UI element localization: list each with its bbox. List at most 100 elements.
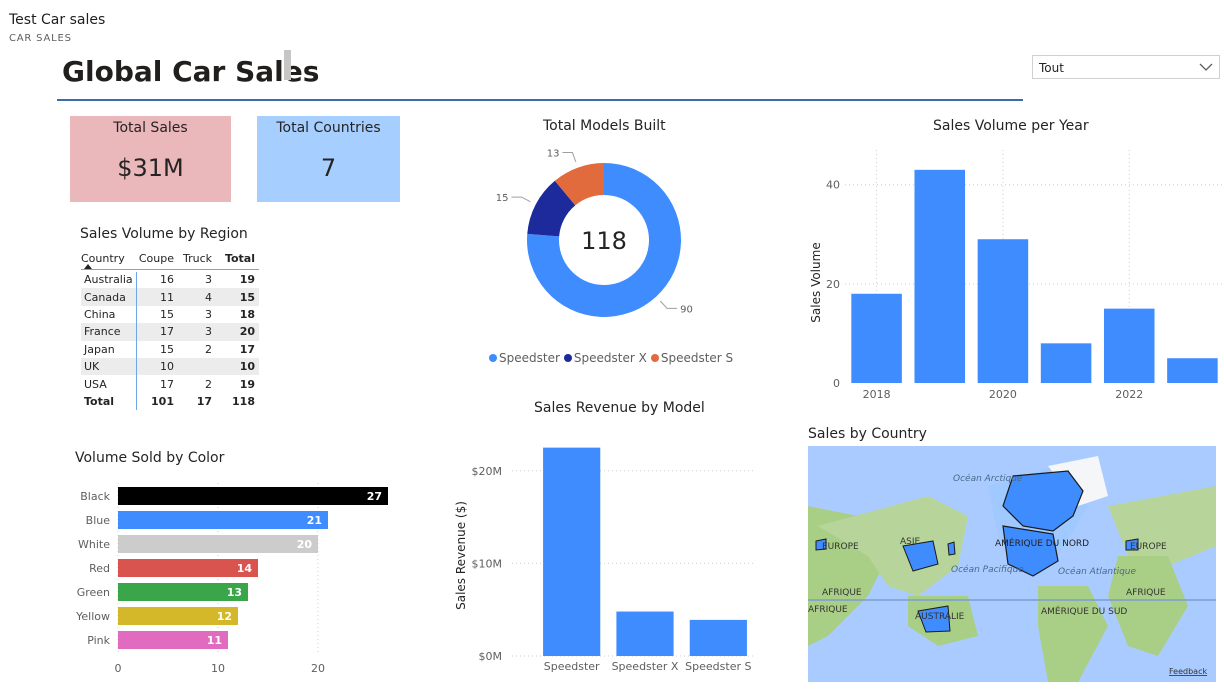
- row-country: Canada: [84, 290, 126, 304]
- volume-by-color-chart[interactable]: 0 10 20 Black 27 Blue 21 White 20 Red 14 Green 13 Yel…: [70, 478, 400, 683]
- slice-leader-line: [511, 196, 531, 203]
- country-usa: [1002, 525, 1059, 577]
- cell-value: 15: [160, 307, 174, 321]
- legend-item[interactable]: Speedster X: [563, 351, 647, 365]
- legend-item[interactable]: Speedster: [489, 351, 560, 365]
- country-france-repeat: [1125, 538, 1139, 551]
- category-label: Yellow: [75, 610, 110, 623]
- row-country: Japan: [84, 342, 115, 356]
- sales-volume-year-chart[interactable]: 0 20 40 2018 2020 2022 Sales Volume: [800, 140, 1224, 405]
- year-bar[interactable]: [851, 293, 902, 383]
- map-feedback-link[interactable]: Feedback: [1169, 667, 1207, 676]
- year-bar[interactable]: [1167, 358, 1218, 383]
- y-axis-label: Sales Volume: [809, 242, 823, 322]
- bar-data-label: 13: [227, 586, 242, 599]
- legend-label: Speedster: [499, 351, 560, 365]
- cell-value: 10: [160, 360, 174, 374]
- land-asia: [818, 496, 968, 596]
- table-row[interactable]: Japan 15 2 17: [81, 341, 259, 358]
- color-bar[interactable]: [118, 511, 328, 529]
- cell-value: 17: [160, 377, 174, 391]
- legend-label: Speedster S: [660, 351, 734, 365]
- category-label: Black: [80, 490, 110, 503]
- bar-data-label: 12: [217, 610, 232, 623]
- year-bar[interactable]: [977, 239, 1029, 383]
- y-axis-label: Sales Revenue ($): [454, 501, 468, 610]
- header-truck[interactable]: Truck: [182, 251, 212, 265]
- total-countries-card[interactable]: Total Countries 7: [257, 116, 400, 202]
- map-label: AMÉRIQUE DU SUD: [1041, 605, 1127, 617]
- year-bar[interactable]: [914, 169, 966, 383]
- map-label: AFRIQUE: [1126, 588, 1166, 598]
- y-tick-label: 20: [826, 278, 840, 291]
- donut-chart-title: Total Models Built: [543, 118, 666, 134]
- total-models-donut[interactable]: 90 15 13 118: [490, 145, 720, 330]
- table-row[interactable]: China 15 3 18: [81, 306, 259, 323]
- total-cell: 17: [196, 394, 212, 408]
- card-value: $31M: [117, 154, 184, 182]
- color-bar[interactable]: [118, 607, 238, 625]
- map-label: Océan Atlantique: [1058, 566, 1137, 577]
- year-bar[interactable]: [1103, 308, 1155, 383]
- revenue-bar[interactable]: [616, 611, 674, 656]
- filter-dropdown[interactable]: Tout: [1032, 55, 1220, 79]
- map-label: AMÉRIQUE DU NORD: [995, 537, 1089, 549]
- x-tick-label: Speedster: [544, 660, 600, 673]
- map-label: AFRIQUE: [822, 588, 862, 598]
- row-country: UK: [84, 360, 100, 374]
- region-matrix[interactable]: Country Coupe Truck Total Australia 16 3 19…: [81, 248, 261, 410]
- country-china: [902, 540, 939, 572]
- table-row[interactable]: France 17 3 20: [81, 323, 259, 341]
- category-label: Red: [89, 562, 110, 575]
- text-cursor: [284, 50, 291, 80]
- donut-slice[interactable]: [527, 163, 681, 317]
- x-tick-label: 0: [115, 662, 122, 675]
- dropdown-value: Tout: [1039, 61, 1064, 75]
- card-label: Total Countries: [276, 120, 381, 136]
- cell-value: 18: [239, 307, 255, 321]
- table-row[interactable]: UK 10 10: [81, 357, 259, 376]
- slice-leader-line: [562, 152, 577, 163]
- table-row[interactable]: Australia 16 3 19: [81, 271, 259, 288]
- land-africa-east: [1108, 556, 1188, 656]
- map-label: EUROPE: [1130, 542, 1167, 552]
- revenue-by-model-chart[interactable]: $0M $10M $20M Speedster Speedster X Speedster…: [450, 425, 800, 685]
- cell-value: 11: [160, 290, 174, 304]
- category-label: Green: [77, 586, 110, 599]
- column-divider: [136, 272, 137, 410]
- category-label: White: [78, 538, 110, 551]
- color-bar[interactable]: [118, 559, 258, 577]
- color-bar[interactable]: [118, 535, 318, 553]
- header-underline: [81, 269, 259, 270]
- country-japan: [947, 541, 956, 556]
- legend-dot-icon: [650, 354, 659, 362]
- sales-map[interactable]: Océan Arctique EUROPE ASIE AMÉRIQUE DU N…: [808, 446, 1216, 682]
- header-total[interactable]: Total: [224, 251, 255, 265]
- country-canada: [1002, 470, 1084, 532]
- donut-slice[interactable]: [554, 163, 604, 206]
- x-tick-label: 2022: [1115, 388, 1143, 401]
- table-row[interactable]: USA 17 2 19: [81, 375, 259, 392]
- country-france: [815, 538, 827, 551]
- header-coupe[interactable]: Coupe: [138, 251, 174, 265]
- header-country[interactable]: Country: [81, 248, 136, 269]
- cell-value: 3: [205, 325, 212, 339]
- cell-value: [178, 358, 216, 375]
- legend-item[interactable]: Speedster S: [650, 351, 734, 365]
- revenue-bar[interactable]: [543, 447, 601, 656]
- table-row[interactable]: Canada 11 4 15: [81, 288, 259, 306]
- cell-value: 19: [239, 377, 255, 391]
- total-sales-card[interactable]: Total Sales $31M: [70, 116, 231, 202]
- donut-slice[interactable]: [527, 180, 576, 237]
- slice-leader-line: [659, 300, 678, 309]
- color-bar[interactable]: [118, 583, 248, 601]
- color-bar[interactable]: [118, 487, 388, 505]
- color-bar[interactable]: [118, 631, 228, 649]
- cell-value: 3: [205, 273, 212, 287]
- cell-value: 4: [205, 290, 212, 304]
- year-bar[interactable]: [1040, 343, 1092, 383]
- cell-value: 16: [160, 273, 174, 287]
- report-subtitle: CAR SALES: [9, 33, 72, 44]
- total-cell: 101: [151, 394, 174, 408]
- revenue-bar[interactable]: [689, 619, 747, 656]
